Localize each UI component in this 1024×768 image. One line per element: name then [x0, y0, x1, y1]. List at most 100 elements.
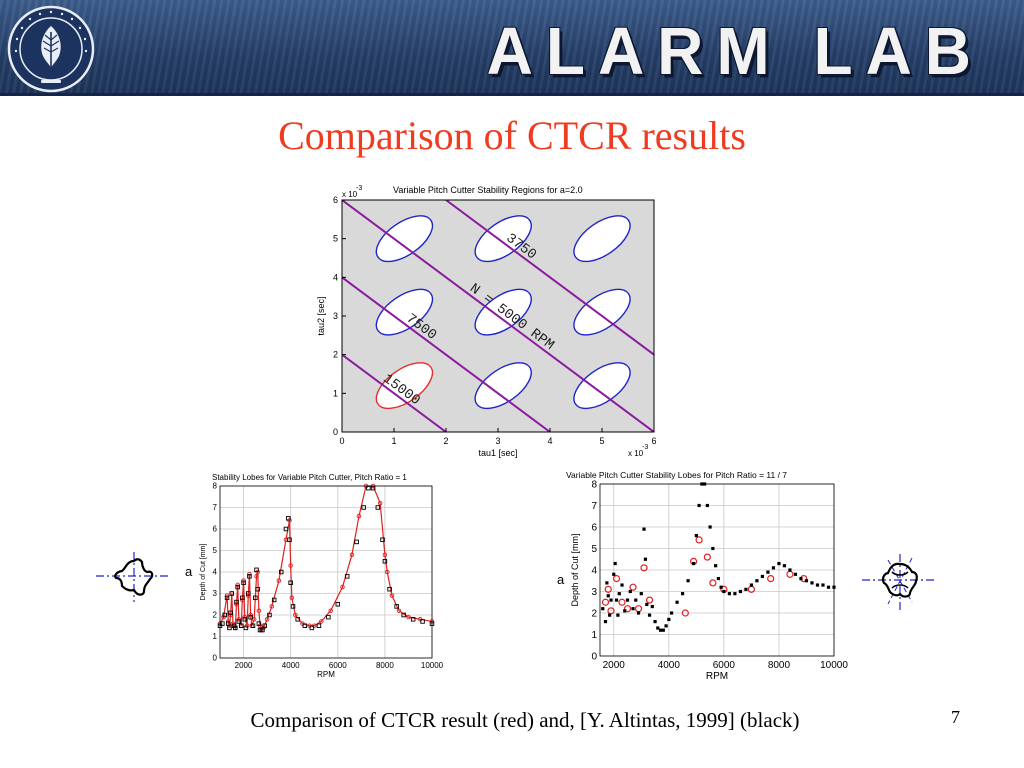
red-series-point	[389, 593, 395, 598]
stability-region-7	[573, 288, 631, 336]
black-series-point	[420, 619, 425, 624]
black-series-point	[708, 525, 712, 529]
black-series-point	[233, 625, 238, 631]
black-series-point	[361, 505, 366, 510]
y-tick-label: 5	[333, 234, 338, 244]
black-series-point	[278, 569, 284, 575]
black-series-point	[705, 503, 709, 508]
black-series-point	[738, 589, 742, 594]
black-series-point	[262, 623, 268, 628]
black-series-point	[643, 557, 648, 561]
black-series-point	[612, 572, 616, 576]
black-series-point	[601, 607, 605, 611]
red-series-point	[289, 595, 295, 601]
black-series-point	[246, 591, 251, 596]
red-series-point	[623, 605, 632, 613]
black-series-point	[716, 577, 720, 581]
black-series-point	[661, 628, 665, 632]
black-series-point	[236, 619, 242, 624]
black-series-point	[623, 609, 627, 613]
stability-region-6	[474, 288, 532, 336]
black-series-point	[692, 561, 696, 566]
x-tick-label: 4000	[282, 661, 300, 670]
chart-title: Variable Pitch Cutter Stability Regions …	[393, 185, 583, 195]
red-series-point	[328, 608, 333, 613]
x-tick-label: 6	[651, 436, 656, 446]
black-series-point	[616, 613, 620, 617]
constant-rpm-line-2	[342, 276, 551, 432]
red-series-point	[406, 614, 411, 620]
black-series-point	[639, 592, 643, 596]
black-series-point	[243, 625, 249, 631]
constant-rpm-line-4	[445, 200, 654, 356]
x-tick-label: 10000	[421, 661, 444, 670]
black-series-point	[625, 598, 630, 602]
red-series-point	[384, 569, 390, 575]
x-tick-label: 8000	[376, 661, 394, 670]
x-tick-label: 3	[495, 436, 500, 446]
red-series-point	[269, 604, 275, 609]
black-series-point	[782, 564, 787, 568]
black-series-point	[410, 617, 416, 622]
cutter-tool-left-icon	[96, 552, 168, 602]
chart-title: Stability Lobes for Variable Pitch Cutte…	[212, 473, 407, 482]
black-series-point	[667, 617, 671, 622]
x-tick-label: 4000	[658, 660, 681, 671]
left-chart-marker: a	[185, 564, 193, 579]
y-tick-label: 3	[333, 311, 338, 321]
y-tick-label: 2	[213, 611, 218, 620]
black-series-point	[256, 621, 262, 626]
black-series-point	[608, 613, 612, 617]
black-series-point	[241, 580, 246, 585]
x-tick-label: 4	[547, 436, 552, 446]
x-tick-label: 6000	[713, 660, 736, 671]
black-series-point	[224, 595, 230, 601]
black-series-point	[821, 583, 825, 587]
y-tick-label: 5	[213, 546, 218, 555]
y-tick-label: 3	[213, 589, 218, 598]
constant-rpm-line-3	[342, 200, 654, 432]
black-series-point	[733, 592, 737, 596]
black-series-point	[227, 625, 232, 631]
red-series-point	[629, 583, 637, 591]
x-tick-label: 5	[599, 436, 604, 446]
header-banner: ALARM LAB	[0, 0, 1024, 96]
y-tick-label: 7	[213, 503, 218, 512]
black-series-point	[335, 601, 341, 607]
x-tick-label: 1	[391, 436, 396, 446]
black-series-point	[636, 611, 641, 615]
x-tick-label: 10000	[820, 660, 848, 671]
stability-region-9	[573, 362, 631, 410]
black-series-point	[642, 527, 646, 531]
red-series-point	[276, 578, 282, 583]
red-series-point	[618, 598, 626, 606]
black-series-point	[380, 537, 385, 542]
black-series-point	[617, 592, 621, 596]
y-tick-label: 0	[591, 651, 597, 662]
black-series-point	[760, 574, 765, 579]
black-series-point	[669, 611, 674, 615]
black-series-point	[375, 505, 381, 510]
stability-region-8	[474, 362, 532, 410]
y-tick-label: 6	[591, 522, 597, 533]
y-tick-label: 6	[213, 525, 218, 534]
black-series-point	[620, 583, 624, 587]
black-series-point	[719, 585, 723, 589]
red-series-point	[601, 598, 610, 606]
x-tick-label: 2	[443, 436, 448, 446]
black-series-point	[253, 595, 258, 601]
black-series-point	[288, 580, 293, 585]
x-tick-label: 2000	[603, 660, 626, 671]
black-series-point	[240, 595, 245, 601]
black-series-point	[613, 561, 617, 566]
black-series-point	[810, 581, 814, 585]
red-series-point	[695, 536, 703, 544]
red-series-point	[349, 552, 355, 558]
black-series-point	[744, 587, 748, 591]
y-tick-label: 0	[213, 654, 218, 663]
black-series-point	[257, 627, 263, 633]
black-series-point	[267, 612, 272, 618]
red-series-point	[703, 553, 711, 561]
y-tick-label: 4	[213, 568, 218, 577]
y-tick-label: 5	[591, 544, 597, 555]
